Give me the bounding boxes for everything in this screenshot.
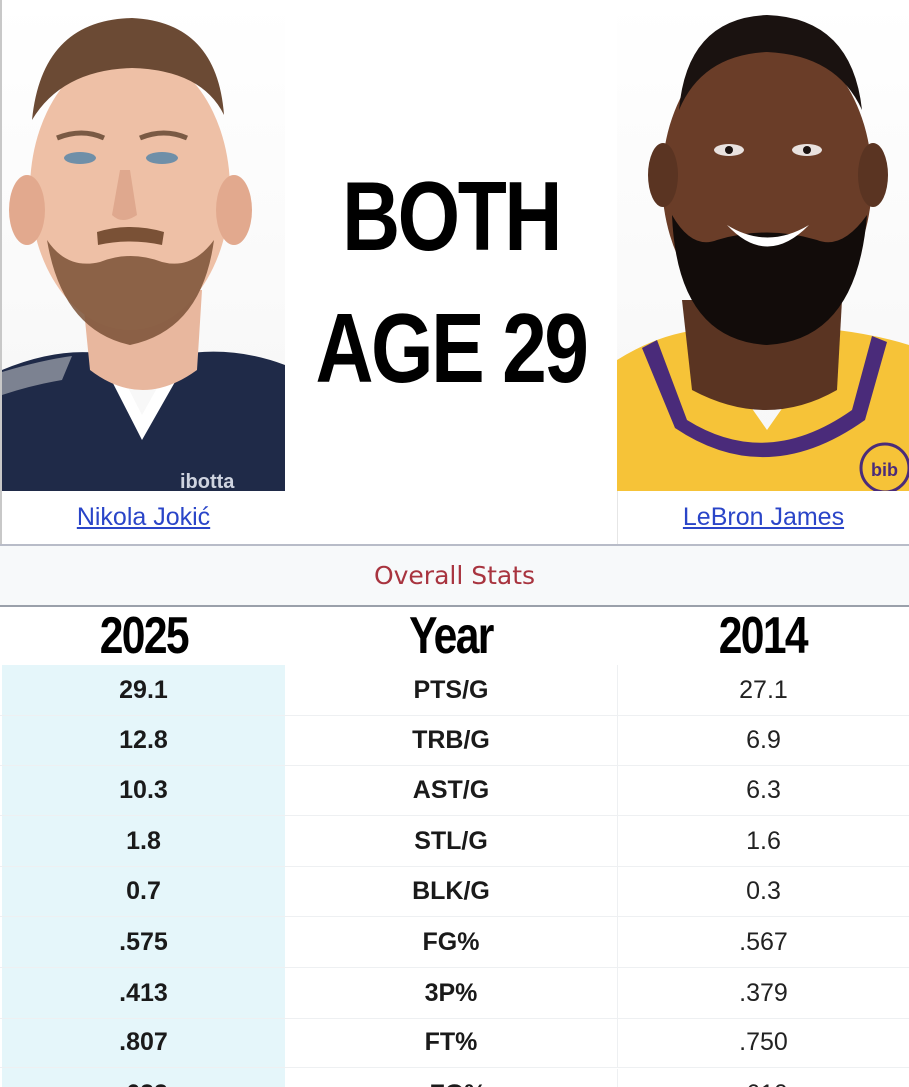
stat-value-right: 6.9 xyxy=(617,715,909,766)
player-link-lebron[interactable]: LeBron James xyxy=(682,503,845,531)
stat-value-right: .567 xyxy=(617,917,909,968)
player-name-row: Nikola Jokić LeBron James xyxy=(0,491,909,546)
headline-line-2: AGE 29 xyxy=(315,293,589,403)
stat-label: PTS/G xyxy=(413,676,489,704)
stat-value-right: .750 xyxy=(617,1017,909,1068)
stat-label: 3P% xyxy=(424,979,478,1007)
stat-value-left: 29.1 xyxy=(119,676,168,704)
jokic-portrait-image: ibotta xyxy=(2,18,285,491)
year-label: Year xyxy=(409,607,494,665)
stat-label: eFG% xyxy=(285,1069,617,1087)
stat-value-left: .575 xyxy=(119,928,168,956)
table-row: 0.7 BLK/G 0.3 xyxy=(0,866,909,917)
left-column-highlight xyxy=(2,665,285,1087)
section-title: Overall Stats xyxy=(373,561,536,590)
stat-value-left: .807 xyxy=(119,1028,168,1056)
section-header: Overall Stats xyxy=(0,546,909,607)
stat-value-right: 6.3 xyxy=(617,765,909,816)
year-left: 2025 xyxy=(99,607,189,665)
stat-label: TRB/G xyxy=(412,726,490,754)
table-row: 1.8 STL/G 1.6 xyxy=(0,816,909,867)
player-name-cell-left: Nikola Jokić xyxy=(2,491,285,544)
year-header-row: 2025 Year 2014 xyxy=(0,607,909,665)
table-left-border xyxy=(0,0,2,545)
stat-value-right: 0.3 xyxy=(617,866,909,917)
stat-label: AST/G xyxy=(412,776,490,804)
table-row: .622 eFG% .610 xyxy=(0,1069,909,1087)
lebron-portrait-image: bib xyxy=(617,15,909,491)
table-row: 12.8 TRB/G 6.9 xyxy=(0,715,909,766)
stat-label: FT% xyxy=(424,1028,478,1056)
stat-label: STL/G xyxy=(414,827,488,855)
stat-value-left: 1.8 xyxy=(126,827,161,855)
player-photo-right: bib xyxy=(617,0,909,491)
stat-value-left: .413 xyxy=(119,979,168,1007)
stat-value-right: 27.1 xyxy=(617,665,909,716)
jersey-sponsor-text-left: ibotta xyxy=(180,471,235,491)
stat-label: FG% xyxy=(422,928,480,956)
table-row: .575 FG% .567 xyxy=(0,917,909,968)
stat-value-left: 0.7 xyxy=(126,877,161,905)
stat-value-right: .379 xyxy=(617,968,909,1019)
player-photo-left: ibotta xyxy=(2,0,285,491)
stat-value-left: 10.3 xyxy=(119,776,168,804)
player-name-cell-right: LeBron James xyxy=(617,491,909,544)
stat-value-left: .622 xyxy=(2,1069,285,1087)
table-row: 29.1 PTS/G 27.1 xyxy=(0,665,909,716)
year-right: 2014 xyxy=(718,607,809,665)
table-row: 10.3 AST/G 6.3 xyxy=(0,765,909,816)
jersey-sponsor-text-right: bib xyxy=(871,460,898,480)
table-row: .413 3P% .379 xyxy=(0,968,909,1019)
stat-value-left: 12.8 xyxy=(119,726,168,754)
player-link-jokic[interactable]: Nikola Jokić xyxy=(76,503,211,531)
headline: BOTH AGE 29 xyxy=(315,150,589,414)
stat-label: BLK/G xyxy=(412,877,490,905)
headline-line-1: BOTH xyxy=(342,161,562,271)
stat-value-right: 1.6 xyxy=(617,816,909,867)
stat-value-right: .610 xyxy=(617,1069,909,1087)
table-row: .807 FT% .750 xyxy=(0,1017,909,1068)
